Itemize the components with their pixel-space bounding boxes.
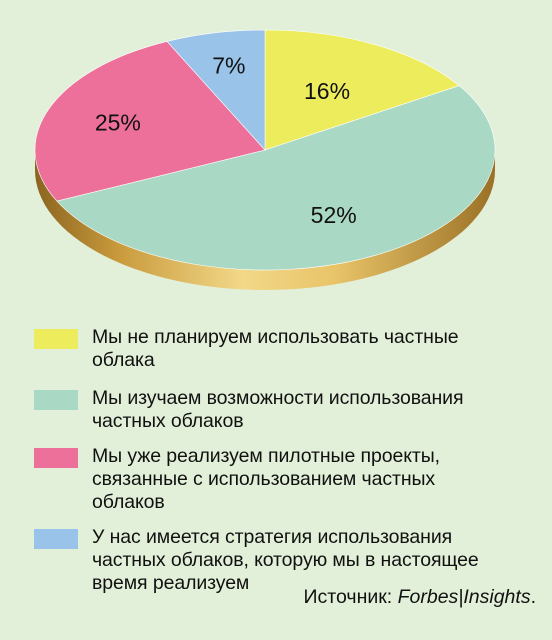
pie-value-label: 16% [304,78,350,104]
pie-slice-strategy [166,29,266,151]
pie-slice-studying [56,85,496,271]
legend-swatch-teal [34,390,78,410]
legend-swatch-yellow [34,329,78,349]
legend-label: Мы изучаем возможности использования час… [92,387,464,432]
pie-value-label: 25% [95,109,141,135]
source-brand: Forbes|Insights [397,586,531,608]
source-suffix: . [530,586,536,608]
pie-slice-not-planning [264,29,460,151]
legend-item-pilot: Мы уже реализуем пилотные проекты, связа… [34,445,534,514]
source-credit: Источник: Forbes|Insights. [304,586,536,609]
legend-swatch-pink [34,448,78,468]
legend-item-strategy: У нас имеется стратегия использования ча… [34,526,534,595]
legend-swatch-blue [34,529,78,549]
pie-value-label: 7% [212,53,245,79]
pie-value-label: 52% [311,202,357,228]
pie-chart: 16% 52% 25% 7% [34,29,496,290]
legend: Мы не планируем использовать частные обл… [34,326,534,607]
pie-slice-pilot [34,41,266,202]
legend-label: У нас имеется стратегия использования ча… [92,526,479,594]
legend-item-not-planning: Мы не планируем использовать частные обл… [34,326,534,372]
legend-item-studying: Мы изучаем возможности использования час… [34,387,534,433]
legend-label: Мы уже реализуем пилотные проекты, связа… [92,445,440,513]
source-prefix: Источник: [303,586,398,608]
legend-label: Мы не планируем использовать частные обл… [92,326,459,371]
